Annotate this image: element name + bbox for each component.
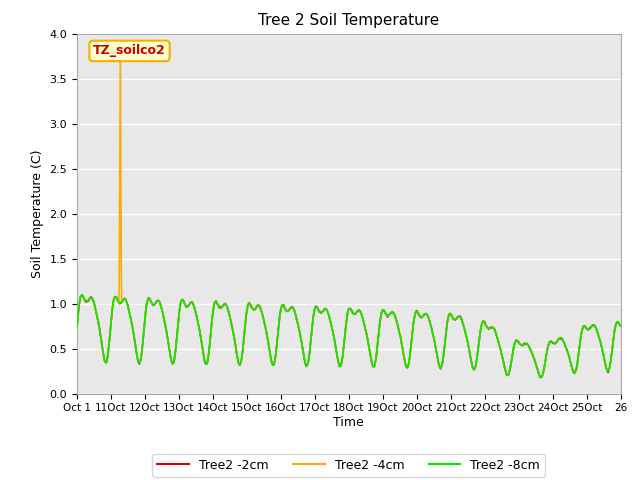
Line: Tree2 -2cm: Tree2 -2cm [77, 295, 621, 378]
Tree2 -2cm [257, 306, 264, 312]
Tree2 -8cm [309, 315, 317, 321]
Legend: Tree2 -2cm, Tree2 -4cm, Tree2 -8cm: Tree2 -2cm, Tree2 -4cm, Tree2 -8cm [152, 454, 545, 477]
Tree2 -8cm [257, 305, 264, 311]
Tree2 -4cm [73, 326, 81, 332]
Tree2 -2cm [73, 326, 81, 332]
Tree2 -8cm [145, 296, 153, 301]
Tree2 -4cm [537, 374, 545, 380]
Text: TZ_soilco2: TZ_soilco2 [93, 44, 166, 58]
X-axis label: Time: Time [333, 416, 364, 429]
Tree2 -2cm [309, 314, 317, 320]
Tree2 -8cm [359, 317, 367, 323]
Title: Tree 2 Soil Temperature: Tree 2 Soil Temperature [258, 13, 440, 28]
Tree2 -4cm [371, 363, 378, 369]
Tree2 -4cm [359, 317, 367, 323]
Tree2 -8cm [617, 323, 625, 329]
Tree2 -8cm [78, 292, 86, 298]
Tree2 -8cm [165, 344, 173, 349]
Tree2 -8cm [371, 363, 378, 369]
Tree2 -4cm [145, 296, 153, 301]
Tree2 -8cm [73, 326, 81, 332]
Tree2 -2cm [359, 317, 367, 323]
Tree2 -4cm [116, 53, 124, 59]
Line: Tree2 -4cm: Tree2 -4cm [77, 56, 621, 377]
Tree2 -2cm [537, 375, 545, 381]
Line: Tree2 -8cm: Tree2 -8cm [77, 295, 621, 377]
Tree2 -2cm [371, 363, 378, 369]
Tree2 -4cm [257, 305, 264, 311]
Tree2 -2cm [145, 296, 153, 302]
Tree2 -8cm [537, 374, 545, 380]
Tree2 -2cm [617, 323, 625, 329]
Tree2 -4cm [617, 323, 625, 329]
Tree2 -4cm [165, 344, 173, 349]
Tree2 -4cm [309, 315, 317, 321]
Tree2 -2cm [79, 292, 86, 298]
Tree2 -2cm [165, 344, 173, 350]
Y-axis label: Soil Temperature (C): Soil Temperature (C) [31, 149, 44, 278]
